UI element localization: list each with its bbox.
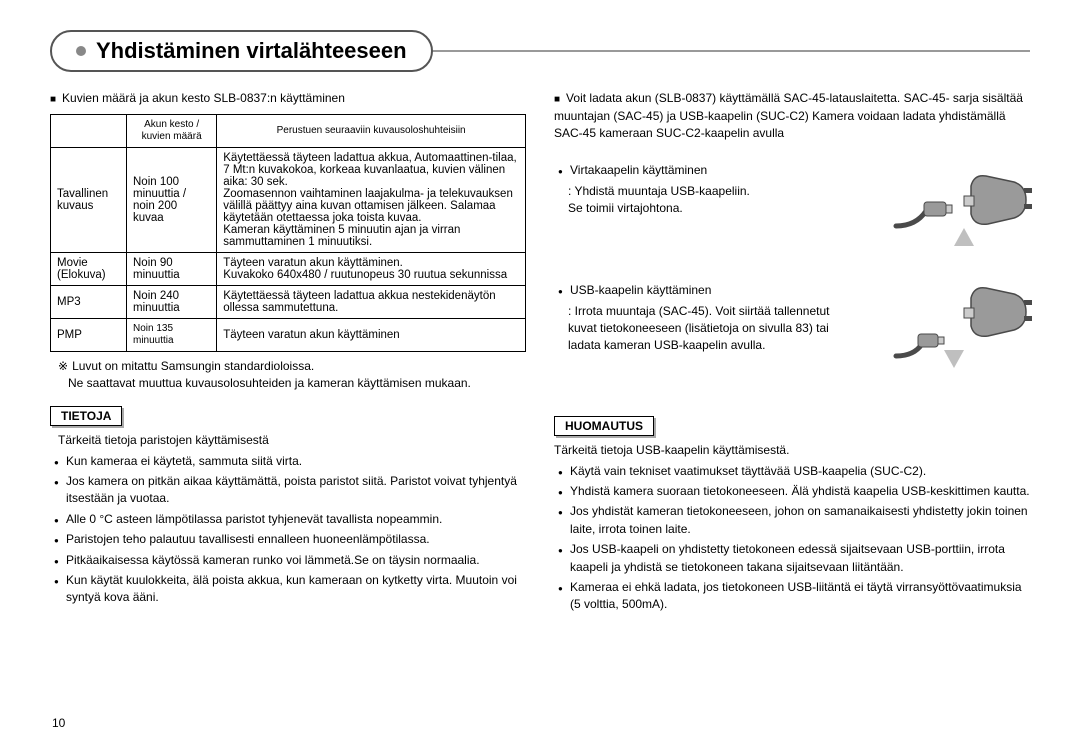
list-item: Käytä vain tekniset vaatimukset täyttävä…: [558, 463, 1030, 480]
right-column: Voit ladata akun (SLB-0837) käyttämällä …: [554, 90, 1030, 617]
usb-cable-block: USB-kaapelin käyttäminen : Irrota muunta…: [554, 282, 1030, 402]
list-item: Pitkäaikaisessa käytössä kameran runko v…: [54, 552, 526, 569]
table-row: PMP Noin 135 minuuttia Täyteen varatun a…: [51, 318, 526, 351]
cell-mode: Tavallinen kuvaus: [51, 147, 127, 252]
tietoja-intro: Tärkeitä tietoja paristojen käyttämisest…: [58, 432, 526, 449]
cell-cond: Käytettäessä täyteen ladattua akkua, Aut…: [217, 147, 526, 252]
tietoja-list: Kun kameraa ei käytetä, sammuta siitä vi…: [50, 453, 526, 607]
th-col2: Perustuen seuraaviin kuvausoloshuhteisii…: [217, 114, 526, 147]
footnote-1: Luvut on mitattu Samsungin standardioloi…: [58, 358, 526, 375]
tietoja-tab: TIETOJA: [50, 406, 122, 426]
title-bubble: Yhdistäminen virtalähteeseen: [50, 30, 433, 72]
table-row: MP3 Noin 240 minuuttia Käytettäessä täyt…: [51, 285, 526, 318]
table-row: Tavallinen kuvaus Noin 100 minuuttia / n…: [51, 147, 526, 252]
cell-cond: Käytettäessä täyteen ladattua akkua nest…: [217, 285, 526, 318]
list-item: Jos kamera on pitkän aikaa käyttämättä, …: [54, 473, 526, 508]
cell-mode: PMP: [51, 318, 127, 351]
cell-mode: MP3: [51, 285, 127, 318]
item1-line1: : Yhdistä muuntaja USB-kaapeliin.: [554, 183, 840, 200]
page-title: Yhdistäminen virtalähteeseen: [96, 38, 407, 64]
list-item: Jos USB-kaapeli on yhdistetty tietokonee…: [558, 541, 1030, 576]
power-cable-text: Virtakaapelin käyttäminen: [554, 162, 840, 179]
cell-mode: Movie (Elokuva): [51, 252, 127, 285]
right-intro: Voit ladata akun (SLB-0837) käyttämällä …: [554, 90, 1030, 142]
content-columns: Kuvien määrä ja akun kesto SLB-0837:n kä…: [50, 90, 1030, 617]
cell-duration: Noin 135 minuuttia: [127, 318, 217, 351]
list-item: Kun käytät kuulokkeita, älä poista akkua…: [54, 572, 526, 607]
title-line: [431, 50, 1030, 52]
cell-duration: Noin 240 minuuttia: [127, 285, 217, 318]
footnote-2: Ne saattavat muuttua kuvausolosuhteiden …: [68, 375, 526, 392]
table-row: Movie (Elokuva) Noin 90 minuuttia Täytee…: [51, 252, 526, 285]
huomautus-list: Käytä vain tekniset vaatimukset täyttävä…: [554, 463, 1030, 614]
item1-title: Virtakaapelin käyttäminen: [558, 162, 840, 179]
th-col1: Akun kesto / kuvien määrä: [127, 114, 217, 147]
list-item: Jos yhdistät kameran tietokoneeseen, joh…: [558, 503, 1030, 538]
cell-cond: Täyteen varatun akun käyttäminen. Kuvako…: [217, 252, 526, 285]
power-cable-block: Virtakaapelin käyttäminen : Yhdistä muun…: [554, 162, 1030, 272]
title-bar: Yhdistäminen virtalähteeseen: [50, 30, 1030, 72]
list-item: Kun kameraa ei käytetä, sammuta siitä vi…: [54, 453, 526, 470]
left-intro: Kuvien määrä ja akun kesto SLB-0837:n kä…: [50, 90, 526, 108]
spec-table: Akun kesto / kuvien määrä Perustuen seur…: [50, 114, 526, 352]
left-column: Kuvien määrä ja akun kesto SLB-0837:n kä…: [50, 90, 526, 617]
list-item: Yhdistä kamera suoraan tietokoneeseen. Ä…: [558, 483, 1030, 500]
title-dot-icon: [76, 46, 86, 56]
list-item: Kameraa ei ehkä ladata, jos tietokoneen …: [558, 579, 1030, 614]
usb-cable-text: USB-kaapelin käyttäminen: [554, 282, 840, 299]
cell-cond: Täyteen varatun akun käyttäminen: [217, 318, 526, 351]
huomautus-intro: Tärkeitä tietoja USB-kaapelin käyttämise…: [554, 442, 1030, 459]
huomautus-tab: HUOMAUTUS: [554, 416, 654, 436]
adapter-disconnect-icon: [886, 276, 1036, 376]
list-item: Alle 0 °C asteen lämpötilassa paristot t…: [54, 511, 526, 528]
th-blank: [51, 114, 127, 147]
item2-line1: : Irrota muuntaja (SAC-45). Voit siirtää…: [554, 303, 840, 355]
item2-title: USB-kaapelin käyttäminen: [558, 282, 840, 299]
list-item: Paristojen teho palautuu tavallisesti en…: [54, 531, 526, 548]
page-number: 10: [52, 716, 65, 730]
cell-duration: Noin 90 minuuttia: [127, 252, 217, 285]
cell-duration: Noin 100 minuuttia / noin 200 kuvaa: [127, 147, 217, 252]
adapter-connect-icon: [886, 156, 1036, 256]
item1-line2: Se toimii virtajohtona.: [554, 200, 840, 217]
